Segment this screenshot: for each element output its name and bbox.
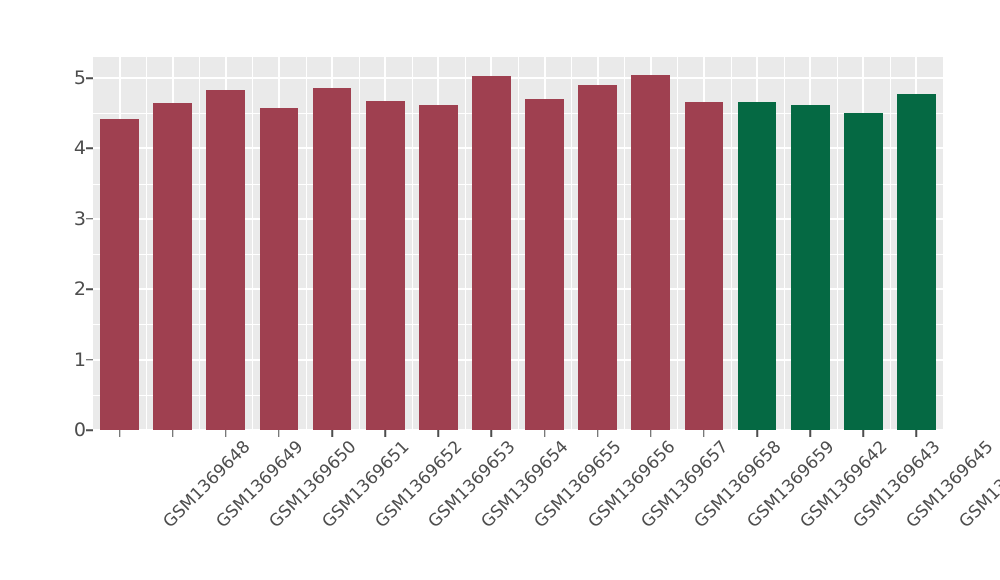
bar [578,85,618,430]
y-axis-tick-mark [86,429,93,431]
bar [418,104,458,430]
y-axis-tick-label: 4 [73,137,86,160]
gridline-vertical-minor [199,57,201,430]
gridline-vertical-minor [624,57,626,430]
bar [525,99,564,430]
x-axis-tick-mark [331,430,333,437]
bar [100,118,139,430]
gridline-vertical-minor [836,57,838,430]
y-axis-tick-marks [86,0,93,487]
x-axis-tick-mark [543,430,546,437]
y-axis-tick-label: 2 [73,278,86,301]
bar [684,102,724,430]
bar [790,104,830,430]
x-axis-tick-mark [437,430,440,437]
plot-panel [93,57,943,430]
y-axis-tick-label: 1 [73,348,86,371]
x-axis-tick-mark [384,430,386,437]
x-axis-tick-mark [756,430,758,437]
y-axis-tick-mark [86,77,93,79]
gridline-vertical-minor [464,57,466,430]
y-axis-tick-mark [86,147,93,150]
x-axis-tick-marks [93,430,943,437]
gridline-vertical-minor [358,57,360,430]
y-axis-tick-label: 5 [73,67,86,90]
x-axis-tick-mark [225,430,227,437]
gridline-vertical-minor [146,57,148,430]
y-axis-tick-label: 0 [73,419,86,441]
bar [843,112,883,430]
y-axis-tick-mark [86,218,93,220]
x-axis-tick-mark [915,430,918,437]
y-axis-tick-mark [86,358,93,361]
bar [737,102,777,430]
gridline-vertical-minor [305,57,307,430]
x-axis-tick-mark [650,430,652,437]
y-axis-title: Expression Level [0,0,58,487]
x-axis-tick-labels: GSM1369648 GSM1369649 GSM1369650 GSM1369651… [93,437,1000,580]
gridline-vertical-minor [571,57,573,430]
x-axis-tick-mark [862,430,865,437]
gridline-vertical-minor [252,57,254,430]
bar [365,100,405,430]
x-axis-tick-mark [171,430,174,437]
y-axis-tick-labels: 0 1 2 3 4 5 [58,0,86,487]
gridline-vertical-minor [889,57,891,430]
gridline-vertical-minor [518,57,519,430]
x-axis-tick-mark [596,430,599,437]
bar [472,76,511,430]
bar [631,74,671,430]
gridline-vertical-minor [783,57,785,430]
bar [153,103,193,430]
bar [312,87,352,430]
x-axis-tick-mark [809,430,811,437]
gridline-vertical-minor [411,57,413,430]
x-axis-tick-mark [118,430,121,437]
x-axis-tick-mark [278,430,280,437]
bar [897,94,936,430]
gridline-vertical-minor [677,57,679,430]
gridline-vertical-minor [730,57,732,430]
bar [206,90,246,430]
y-axis-tick-mark [86,288,93,290]
x-axis-tick-mark [490,430,493,437]
bar [259,107,299,430]
x-axis-tick-mark [703,430,705,437]
y-axis-tick-label: 3 [73,207,86,230]
